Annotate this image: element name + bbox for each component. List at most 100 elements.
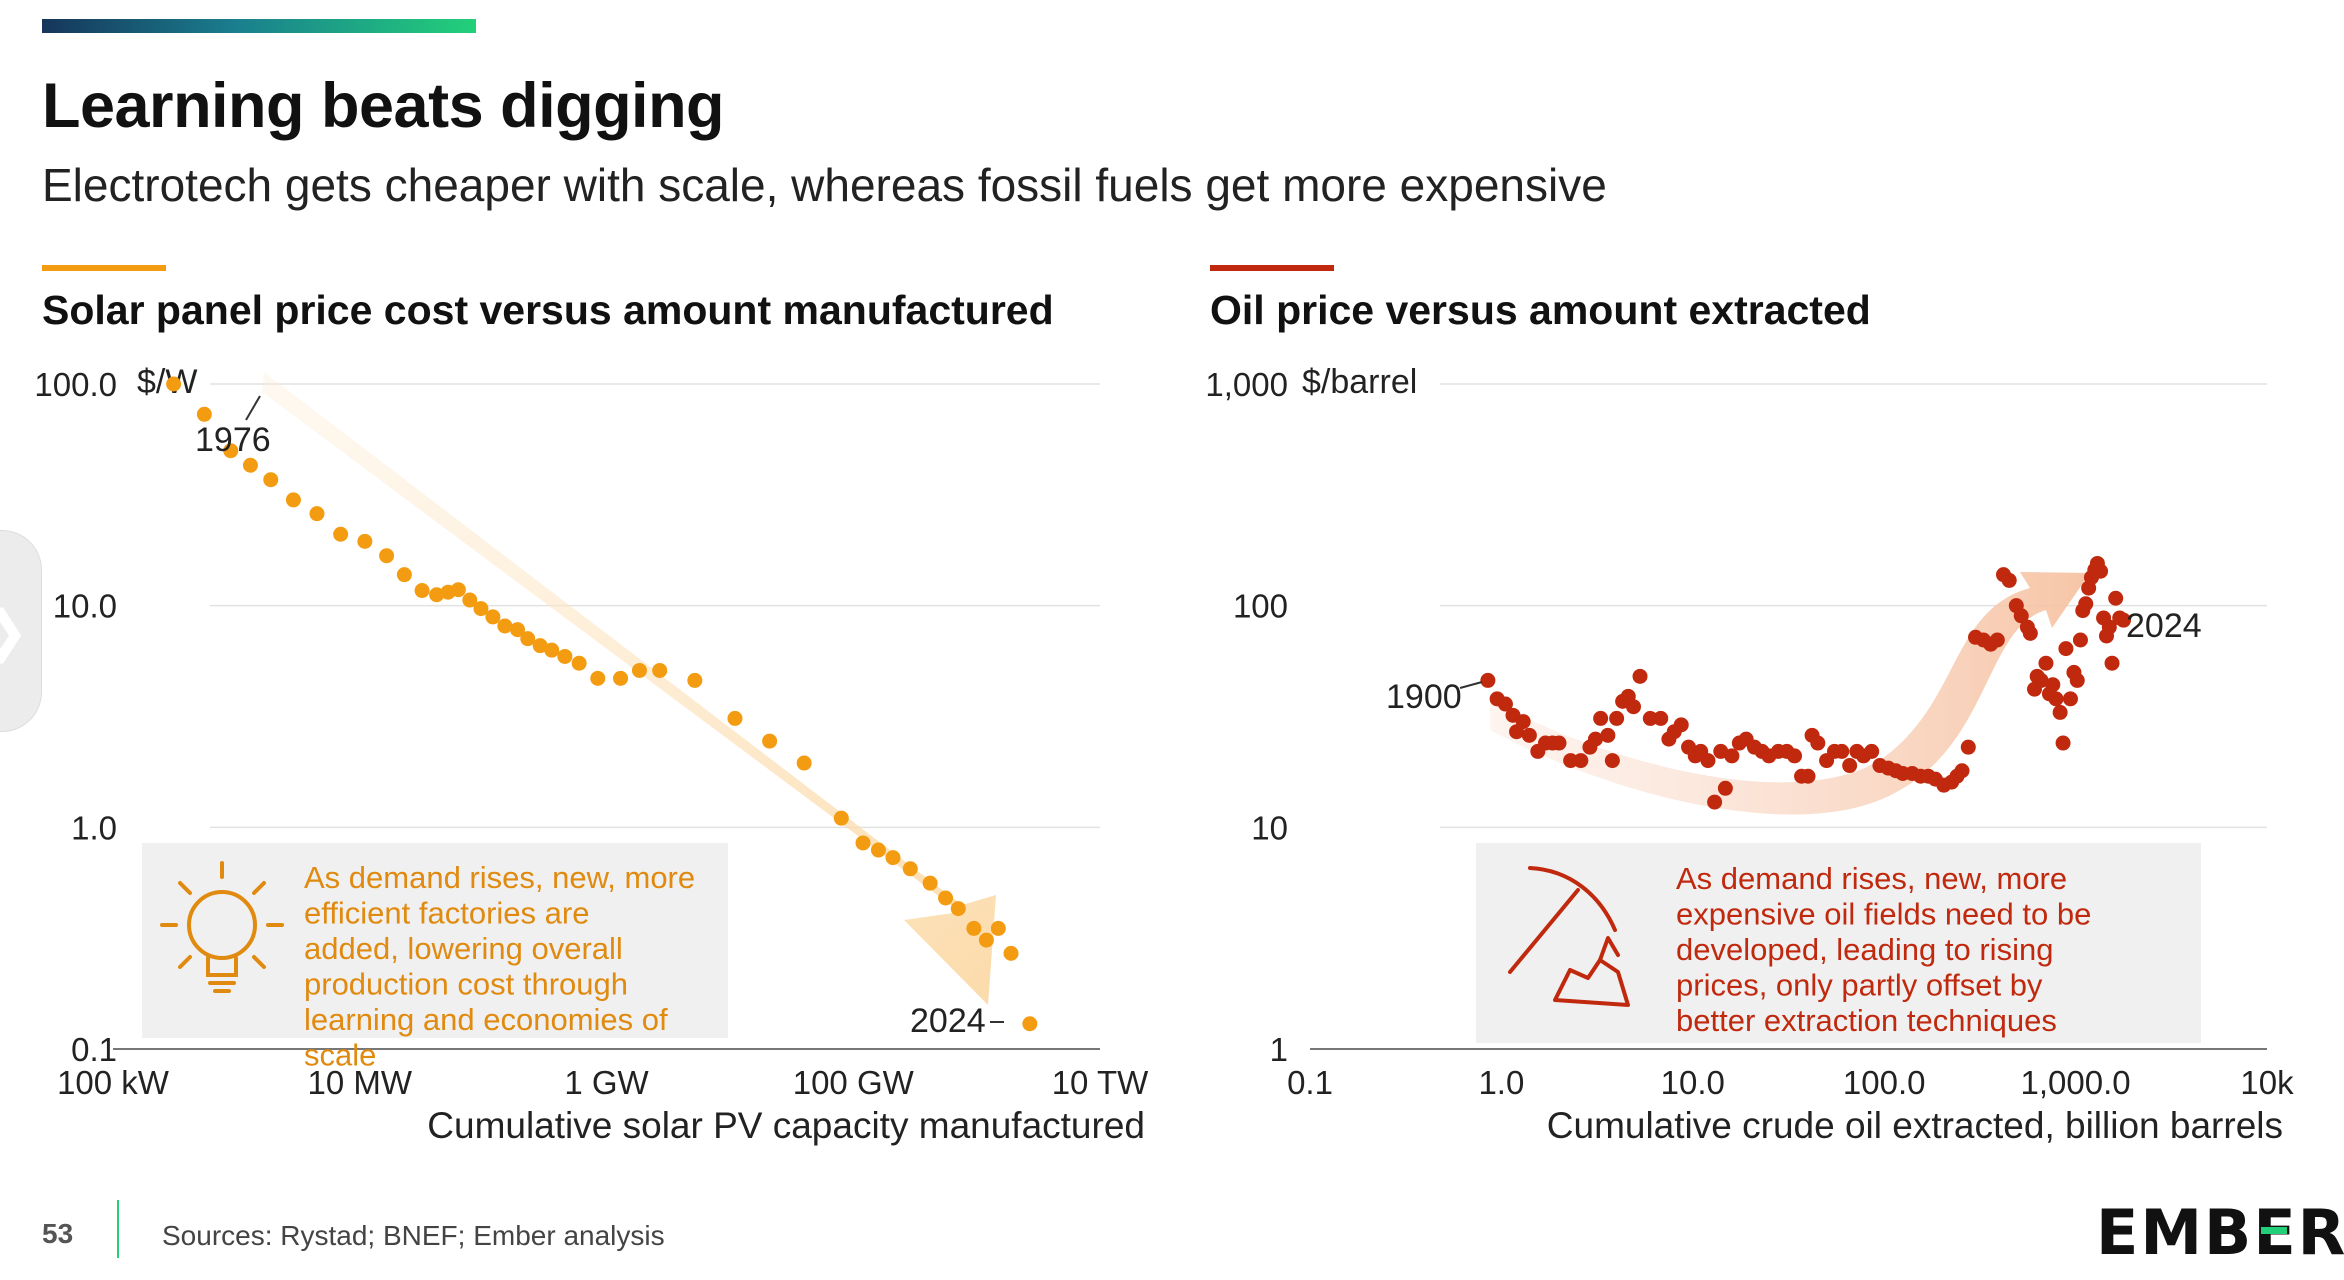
solar-data-point [520,631,536,647]
solar-x-tick-labels: 100 kW 10 MW 1 GW 100 GW 10 TW [57,1064,1149,1101]
oil-data-point [1707,794,1723,810]
oil-data-point [2108,590,2124,606]
oil-data-point [1515,714,1531,730]
solar-data-point [978,932,994,948]
solar-data-point [532,638,548,654]
solar-data-point [966,920,982,936]
callout-line: production cost through [304,967,628,1002]
solar-callout-text: As demand rises, new, more efficient fact… [304,860,695,1073]
oil-callout-box [1476,843,2201,1043]
sources-text: Sources: Rystad; BNEF; Ember analysis [162,1220,665,1251]
solar-data-point [263,472,279,488]
solar-x-axis-label: Cumulative solar PV capacity manufacture… [427,1105,1145,1146]
solar-data-point [613,670,629,686]
oil-data-point [1842,758,1858,774]
lightbulb-icon [160,861,284,993]
oil-data-point [1626,699,1642,715]
callout-line: developed, leading to rising [1676,932,2053,967]
solar-data-point [333,526,349,542]
callout-line: As demand rises, new, more [304,860,695,895]
solar-y-tick-label: 0.1 [71,1031,117,1068]
oil-trend-arrow [1490,572,2090,815]
side-expand-tab[interactable]: ❯ [0,530,42,732]
solar-title-accent [42,265,166,271]
oil-data-point [1834,743,1850,759]
oil-y-tick-label: 100 [1233,588,1288,625]
oil-data-point [1864,743,1880,759]
solar-data-point [922,875,938,891]
callout-line: better extraction techniques [1676,1003,2057,1038]
solar-data-point [379,548,395,564]
oil-data-point [1810,735,1826,751]
solar-data-point [727,710,743,726]
oil-data-point [2072,632,2088,648]
header-accent-bar [42,19,476,33]
oil-annotation-2024: 2024 [2126,607,2202,645]
oil-data-point [1787,748,1803,764]
solar-data-point [557,648,573,664]
solar-trend-arrow [262,372,996,1005]
solar-data-point [870,842,886,858]
oil-data-point [2116,612,2132,628]
solar-x-tick-label: 1 GW [564,1064,649,1101]
solar-gridlines [113,383,1100,1050]
callout-line: scale [304,1038,376,1073]
solar-data-point [833,810,849,826]
oil-data-point [2038,655,2054,671]
oil-y-unit: $/barrel [1302,363,1417,401]
solar-x-tick-label: 10 MW [307,1064,412,1101]
oil-x-tick-label: 10.0 [1661,1064,1725,1101]
oil-data-point [1653,710,1669,726]
oil-data-point [1724,748,1740,764]
solar-data-point [510,622,526,638]
solar-y-tick-label: 100.0 [34,366,117,403]
solar-x-tick-label: 10 TW [1052,1064,1149,1101]
solar-x-tick-label: 100 GW [793,1064,915,1101]
oil-1900-leader [1459,681,1483,689]
callout-line: As demand rises, new, more [1676,861,2067,896]
oil-x-tick-label: 1.0 [1478,1064,1524,1101]
oil-data-point [1609,710,1625,726]
solar-y-tick-label: 10.0 [53,588,117,625]
solar-data-point [950,901,966,917]
ember-logo: EMBER [2096,1196,2344,1269]
solar-data-point [1022,1016,1038,1032]
oil-gridlines [1310,383,2267,1050]
solar-data-point [938,890,954,906]
solar-chart-title: Solar panel price cost versus amount man… [42,287,1054,333]
oil-data-point [1642,710,1658,726]
solar-data-point [902,861,918,877]
oil-data-point [1989,632,2005,648]
oil-data-points [1480,555,2132,810]
solar-data-point [631,662,647,678]
page-subtitle: Electrotech gets cheaper with scale, whe… [42,159,1607,211]
oil-x-tick-labels: 0.1 1.0 10.0 100.0 1,000.0 10k [1287,1064,2294,1101]
solar-data-point [544,642,560,658]
solar-data-point [429,587,445,603]
solar-data-point [497,618,513,634]
solar-data-point [166,376,182,392]
oil-data-point [1600,727,1616,743]
oil-title-accent [1210,265,1334,271]
solar-data-point [285,492,301,508]
solar-data-point [473,601,489,617]
oil-callout-text: As demand rises, new, more expensive oil … [1676,861,2091,1038]
oil-data-point [2048,691,2064,707]
oil-data-point [1521,727,1537,743]
oil-x-tick-label: 1,000.0 [2021,1064,2131,1101]
oil-data-point [2062,691,2078,707]
oil-x-axis-label: Cumulative crude oil extracted, billion … [1547,1105,2283,1146]
oil-data-point [1632,668,1648,684]
solar-data-point [450,582,466,598]
oil-x-tick-label: 10k [2240,1064,2294,1101]
solar-annotation-1976: 1976 [195,421,271,459]
solar-data-point [462,592,478,608]
solar-data-point [1003,945,1019,961]
solar-chart: Solar panel price cost versus amount man… [34,265,1149,1146]
callout-line: prices, only partly offset by [1676,968,2043,1003]
solar-data-point [855,835,871,851]
oil-data-point [1497,696,1513,712]
solar-data-point [687,672,703,688]
solar-x-tick-label: 100 kW [57,1064,170,1101]
